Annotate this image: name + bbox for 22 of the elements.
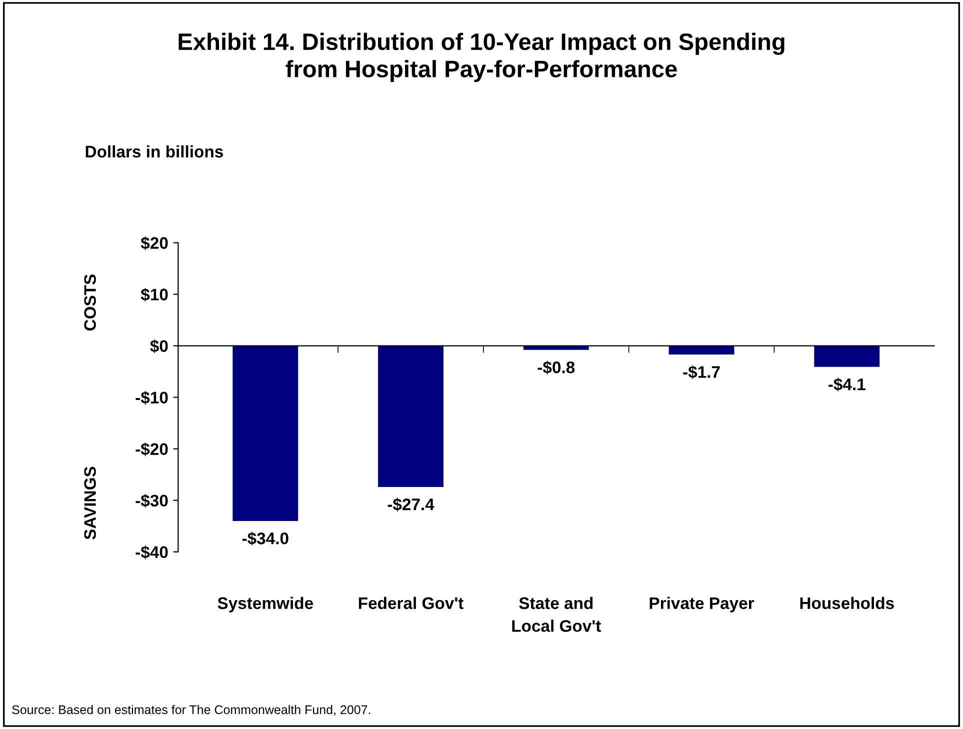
data-label: -$27.4	[388, 498, 434, 512]
y-tick-label: -$40	[136, 546, 168, 560]
x-tick-label: Private Payer	[650, 596, 754, 612]
x-tick-label: Federal Gov't	[358, 596, 464, 610]
x-tick-label: Systemwide	[218, 596, 313, 612]
y-tick-label: -$10	[136, 390, 168, 405]
y-tick-label: -$20	[136, 442, 168, 456]
y-tick-label: $20	[140, 236, 168, 250]
data-label: -$0.8	[538, 360, 575, 374]
source-note: Source: Based on estimates for The Commonwealth Fund, 2007.	[12, 704, 370, 716]
text: COSTS	[84, 274, 96, 331]
y-axis-title: Dollars in billions	[86, 145, 223, 158]
x-tick-label: State and Local Gov't	[512, 596, 601, 632]
chart-title: Exhibit 14. Distribution of 10-Year Impact on Spending from Hospital Pay-for-Performance	[178, 32, 784, 82]
y-tick-label: $10	[140, 288, 168, 302]
text: SAVINGS	[84, 466, 96, 540]
y-tick-label: $0	[150, 339, 168, 354]
y-tick-label: -$30	[136, 494, 168, 508]
data-label: -$34.0	[242, 532, 288, 546]
x-tick-label: Households	[800, 596, 894, 610]
data-label: -$1.7	[683, 365, 720, 379]
data-label: -$4.1	[828, 378, 866, 392]
